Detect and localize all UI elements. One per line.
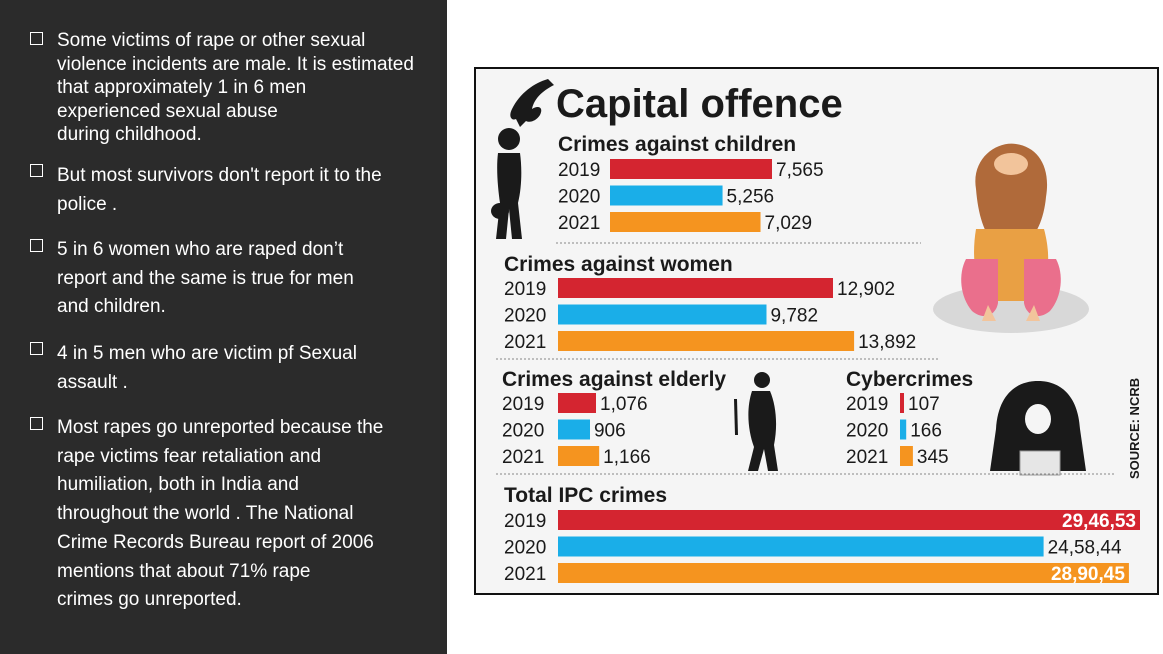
checkbox-bullet-icon (30, 342, 43, 355)
value-label: 29,46,53 (1062, 511, 1136, 532)
value-label: 24,58,44 (1048, 538, 1122, 559)
checkbox-bullet-icon (30, 239, 43, 252)
value-label: 1,076 (600, 394, 648, 415)
bar-women-2020 (558, 304, 767, 325)
bar-ipc-2019 (558, 510, 1140, 530)
chart-svg: Capital offence SOURCE: NCRB Crimes agai… (491, 79, 1142, 585)
checkbox-bullet-icon (30, 164, 43, 177)
value-label: 906 (594, 421, 626, 442)
group-title-women: Crimes against women (504, 253, 733, 276)
hacker-silhouette-icon (990, 381, 1086, 476)
group-title-elderly: Crimes against elderly (502, 368, 726, 391)
chart-title: Capital offence (556, 82, 843, 126)
infographic-chart: Capital offence SOURCE: NCRB Crimes agai… (474, 67, 1159, 595)
value-label: 107 (908, 394, 940, 415)
year-label: 2021 (502, 447, 544, 468)
year-label: 2020 (504, 538, 546, 559)
bar-children-2020 (610, 185, 723, 206)
year-label: 2021 (846, 447, 888, 468)
child-silhouette-icon (491, 128, 522, 239)
year-label: 2019 (504, 279, 546, 300)
bullet-text: 5 in 6 women who are raped don’t report … (57, 239, 354, 317)
bullet-text: 4 in 5 men who are victim pf Sexual assa… (57, 343, 357, 393)
bar-children-2019 (610, 159, 772, 179)
bar-elderly-2021 (558, 446, 600, 466)
year-label: 2021 (504, 332, 546, 353)
bar-cyber-2019 (900, 393, 904, 413)
elderly-silhouette-icon (734, 372, 778, 471)
value-label: 345 (917, 447, 949, 468)
value-label: 13,892 (858, 332, 916, 353)
bar-women-2019 (558, 278, 833, 298)
year-label: 2019 (502, 394, 544, 415)
bar-cyber-2021 (900, 446, 913, 466)
group-title-children: Crimes against children (558, 133, 796, 156)
bar-elderly-2019 (558, 393, 596, 413)
year-label: 2021 (504, 564, 546, 585)
year-label: 2020 (846, 421, 888, 442)
value-label: 1,166 (603, 447, 651, 468)
bullet-text: Most rapes go unreported because the rap… (57, 417, 384, 611)
bullet-panel: Some victims of rape or other sexual vio… (0, 0, 447, 654)
bar-elderly-2020 (558, 419, 590, 440)
bar-ipc-2020 (558, 536, 1044, 557)
value-label: 5,256 (727, 187, 775, 208)
value-label: 7,565 (776, 160, 824, 181)
value-label: 7,029 (765, 213, 813, 234)
hand-icon (510, 79, 554, 127)
bullet-text: But most survivors don't report it to th… (57, 165, 382, 215)
year-label: 2019 (504, 511, 546, 532)
year-label: 2020 (558, 187, 600, 208)
year-label: 2020 (502, 421, 544, 442)
value-label: 28,90,45 (1051, 564, 1125, 585)
group-title-cyber: Cybercrimes (846, 368, 973, 391)
year-label: 2021 (558, 213, 600, 234)
bullet-text: Some victims of rape or other sexual vio… (57, 30, 414, 145)
bar-women-2021 (558, 331, 855, 351)
year-label: 2019 (846, 394, 888, 415)
group-title-ipc: Total IPC crimes (504, 484, 667, 507)
bar-cyber-2020 (900, 419, 907, 440)
source-label: SOURCE: NCRB (1127, 378, 1142, 479)
checkbox-bullet-icon (30, 32, 43, 45)
bar-ipc-2021 (558, 563, 1129, 583)
year-label: 2019 (558, 160, 600, 181)
girl-illustration-icon (933, 143, 1089, 333)
value-label: 12,902 (837, 279, 895, 300)
checkbox-bullet-icon (30, 417, 43, 430)
year-label: 2020 (504, 306, 546, 327)
bar-children-2021 (610, 212, 761, 232)
value-label: 9,782 (770, 306, 818, 327)
value-label: 166 (910, 421, 942, 442)
